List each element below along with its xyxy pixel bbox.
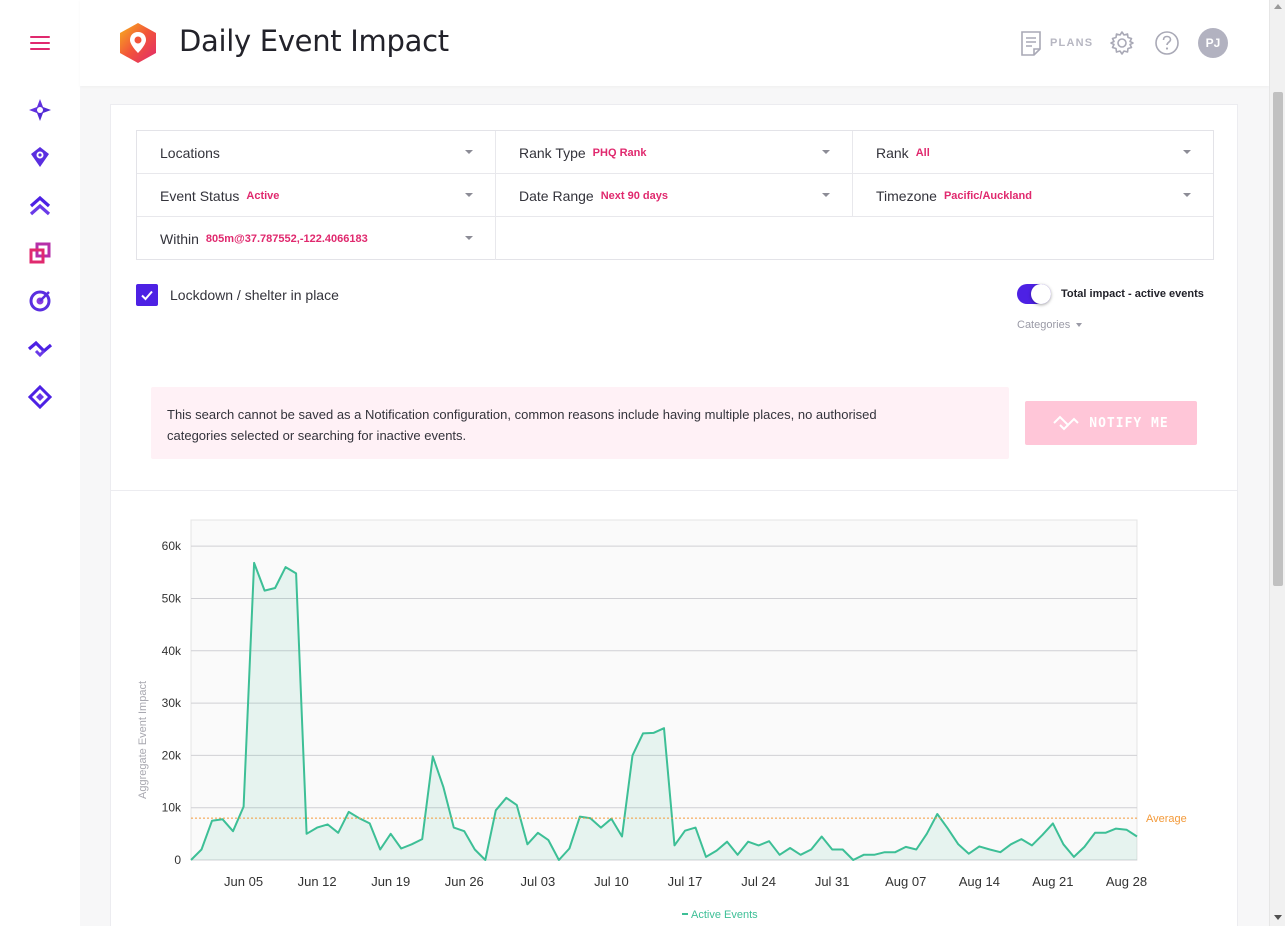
lockdown-label: Lockdown / shelter in place bbox=[170, 287, 339, 303]
locations-label: Locations bbox=[160, 144, 220, 161]
trend-icon[interactable] bbox=[27, 336, 53, 362]
divider bbox=[111, 490, 1237, 491]
scroll-up-arrow-icon[interactable] bbox=[1274, 4, 1282, 9]
caret-down-icon bbox=[1076, 323, 1083, 327]
help-icon[interactable] bbox=[1154, 30, 1180, 56]
timezone-value: Pacific/Auckland bbox=[943, 189, 1032, 202]
notify-me-button[interactable]: NOTIFY ME bbox=[1025, 401, 1197, 445]
x-tick-label: Aug 21 bbox=[1032, 874, 1073, 889]
within-value: 805m@37.787552,-122.4066183 bbox=[205, 232, 368, 245]
caret-down-icon bbox=[465, 236, 473, 240]
layers-icon[interactable] bbox=[27, 240, 53, 266]
x-tick-label: Jul 17 bbox=[668, 874, 703, 889]
x-tick-label: Jul 24 bbox=[741, 874, 776, 889]
average-label: Average bbox=[1146, 813, 1187, 825]
caret-down-icon bbox=[822, 193, 830, 197]
filter-panel: Locations Rank Type PHQ Rank Rank All Ev… bbox=[136, 130, 1214, 260]
x-tick-label: Jul 31 bbox=[815, 874, 850, 889]
y-axis-label: Aggregate Event Impact bbox=[137, 681, 149, 799]
series-area-active-events bbox=[191, 562, 1137, 860]
rank-type-dropdown[interactable]: Rank Type PHQ Rank bbox=[496, 131, 853, 174]
lockdown-checkbox[interactable] bbox=[136, 284, 158, 306]
main-card: Locations Rank Type PHQ Rank Rank All Ev… bbox=[110, 104, 1238, 926]
caret-down-icon bbox=[465, 193, 473, 197]
plans-label: PLANS bbox=[1050, 37, 1094, 49]
x-tick-label: Aug 14 bbox=[959, 874, 1000, 889]
rank-type-label: Rank Type bbox=[519, 144, 586, 161]
categories-dropdown[interactable]: Categories bbox=[1017, 319, 1083, 331]
plot-background bbox=[190, 519, 1138, 861]
caret-down-icon bbox=[1183, 150, 1191, 154]
y-tick-label: 0 bbox=[174, 853, 181, 867]
location-pin-icon[interactable] bbox=[27, 144, 53, 170]
x-tick-label: Jul 03 bbox=[521, 874, 556, 889]
x-tick-label: Jun 26 bbox=[445, 874, 484, 889]
x-tick-label: Aug 28 bbox=[1106, 874, 1147, 889]
scrollbar[interactable] bbox=[1269, 0, 1285, 926]
plans-button[interactable]: PLANS bbox=[1020, 30, 1093, 56]
x-tick-label: Jun 12 bbox=[298, 874, 337, 889]
gear-icon[interactable] bbox=[1109, 30, 1135, 56]
app-logo-icon[interactable] bbox=[118, 22, 158, 64]
event-status-label: Event Status bbox=[160, 187, 240, 204]
series-line-active-events bbox=[190, 561, 1138, 861]
notification-warning: This search cannot be saved as a Notific… bbox=[151, 387, 1009, 459]
lockdown-option[interactable]: Lockdown / shelter in place bbox=[136, 284, 339, 306]
event-impact-chart: Average 0 10k 20k 30k 40k 50k 60k Aggregate Eve… bbox=[131, 510, 1231, 926]
chevrons-up-icon[interactable] bbox=[27, 193, 53, 219]
total-impact-toggle-row: Total impact - active events bbox=[1017, 284, 1204, 304]
caret-down-icon bbox=[822, 150, 830, 154]
y-tick-label: 20k bbox=[162, 748, 182, 762]
y-tick-label: 40k bbox=[162, 644, 182, 658]
within-label: Within bbox=[160, 230, 199, 247]
y-tick-label: 10k bbox=[162, 801, 182, 815]
date-range-label: Date Range bbox=[519, 187, 594, 204]
notice-line-1: This search cannot be saved as a Notific… bbox=[167, 407, 877, 422]
total-impact-label: Total impact - active events bbox=[1061, 288, 1204, 300]
date-range-value: Next 90 days bbox=[600, 189, 668, 202]
categories-label: Categories bbox=[1017, 319, 1071, 331]
rank-type-value: PHQ Rank bbox=[592, 146, 647, 159]
date-range-dropdown[interactable]: Date Range Next 90 days bbox=[496, 174, 853, 217]
sparkle-icon[interactable] bbox=[27, 97, 53, 123]
caret-down-icon bbox=[1183, 193, 1191, 197]
timezone-label: Timezone bbox=[876, 187, 937, 204]
event-status-value: Active bbox=[246, 189, 280, 202]
page-title: Daily Event Impact bbox=[179, 24, 449, 58]
scrollbar-thumb[interactable] bbox=[1273, 92, 1283, 586]
y-tick-label: 30k bbox=[162, 696, 182, 710]
locations-dropdown[interactable]: Locations bbox=[137, 131, 496, 174]
timezone-dropdown[interactable]: Timezone Pacific/Auckland bbox=[853, 174, 1213, 217]
notice-line-2: categories selected or searching for ina… bbox=[167, 428, 467, 443]
rank-dropdown[interactable]: Rank All bbox=[853, 131, 1213, 174]
event-status-dropdown[interactable]: Event Status Active bbox=[137, 174, 496, 217]
x-tick-label: Aug 07 bbox=[885, 874, 926, 889]
x-tick-label: Jun 19 bbox=[371, 874, 410, 889]
caret-down-icon bbox=[465, 150, 473, 154]
legend-label-active-events: Active Events bbox=[691, 909, 758, 921]
notify-me-label: NOTIFY ME bbox=[1089, 415, 1169, 431]
within-dropdown[interactable]: Within 805m@37.787552,-122.4066183 bbox=[137, 217, 496, 260]
avatar[interactable]: PJ bbox=[1198, 28, 1228, 58]
notify-wave-icon bbox=[1053, 415, 1079, 431]
diamond-icon[interactable] bbox=[27, 384, 53, 410]
y-tick-label: 60k bbox=[162, 539, 182, 553]
scroll-down-arrow-icon[interactable] bbox=[1274, 915, 1282, 920]
total-impact-toggle[interactable] bbox=[1017, 284, 1051, 304]
x-tick-label: Jun 05 bbox=[224, 874, 263, 889]
sidebar bbox=[0, 0, 80, 926]
target-icon[interactable] bbox=[27, 288, 53, 314]
chart-svg: Average 0 10k 20k 30k 40k 50k 60k Aggregate Eve… bbox=[137, 519, 1187, 921]
x-tick-label: Jul 10 bbox=[594, 874, 629, 889]
menu-icon[interactable] bbox=[30, 36, 50, 50]
checkmark-icon bbox=[141, 290, 153, 301]
rank-value: All bbox=[915, 146, 930, 159]
y-tick-label: 50k bbox=[162, 591, 182, 605]
page-header: Daily Event Impact PLANS PJ bbox=[80, 0, 1269, 86]
rank-label: Rank bbox=[876, 144, 909, 161]
document-icon bbox=[1021, 31, 1041, 56]
